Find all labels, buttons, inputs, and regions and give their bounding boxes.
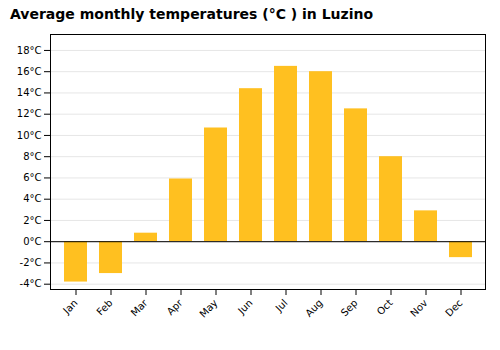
- svg-text:Sep: Sep: [339, 297, 360, 318]
- svg-text:-2°C: -2°C: [20, 257, 42, 268]
- svg-text:16°C: 16°C: [17, 66, 42, 77]
- svg-text:Nov: Nov: [408, 297, 430, 319]
- svg-text:Jan: Jan: [60, 297, 79, 316]
- html-text:Average monthly temperatures (: Average monthly temperatures (°C ) in Lu…: [10, 6, 374, 22]
- svg-text:12°C: 12°C: [17, 108, 42, 119]
- svg-text:Mar: Mar: [129, 297, 151, 319]
- svg-text:May: May: [197, 297, 219, 319]
- svg-text:0°C: 0°C: [23, 236, 41, 247]
- svg-text:Oct: Oct: [375, 297, 395, 317]
- svg-text:2°C: 2°C: [23, 215, 41, 226]
- svg-text:Jun: Jun: [235, 297, 255, 317]
- svg-text:Feb: Feb: [94, 297, 114, 317]
- svg-text:Dec: Dec: [443, 297, 464, 318]
- svg-text:8°C: 8°C: [23, 151, 41, 162]
- svg-text:4°C: 4°C: [23, 193, 41, 204]
- svg-text:18°C: 18°C: [17, 45, 42, 56]
- svg-text:Apr: Apr: [165, 297, 186, 318]
- svg-text:14°C: 14°C: [17, 87, 42, 98]
- svg-text:6°C: 6°C: [23, 172, 41, 183]
- svg-text:Aug: Aug: [303, 297, 325, 319]
- svg-text:Jul: Jul: [273, 297, 290, 314]
- svg-text:-4°C: -4°C: [20, 278, 42, 289]
- svg-text:10°C: 10°C: [17, 130, 42, 141]
